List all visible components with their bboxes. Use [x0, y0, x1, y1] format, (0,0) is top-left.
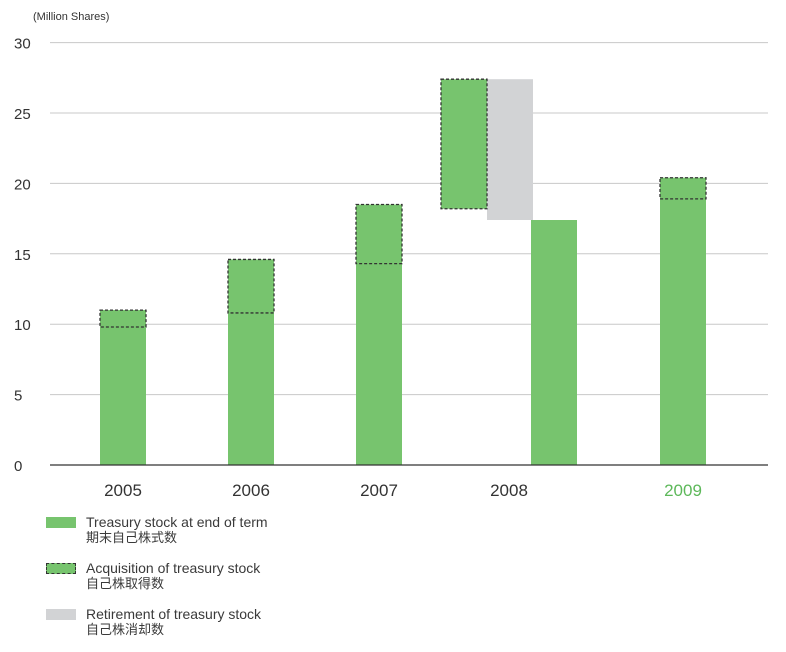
y-tick-label-15: 15: [14, 247, 31, 264]
bars: [99, 78, 707, 465]
bar-acquisition-2007: [355, 203, 403, 265]
x-tick-label-2006: 2006: [232, 481, 270, 500]
legend-swatch-retirement: [46, 609, 76, 620]
bar-retirement-2008: [487, 79, 533, 221]
y-tick-label-30: 30: [14, 36, 31, 53]
bar-acquisition-2005: [99, 309, 147, 328]
bar-end-of-term-2008: [531, 220, 577, 465]
bar-acquisition-2008: [440, 78, 488, 210]
y-tick-label-20: 20: [14, 176, 31, 193]
x-tick-label-2005: 2005: [104, 481, 142, 500]
legend-swatch-end-of-term: [46, 517, 76, 528]
legend-label-acquisition: Acquisition of treasury stock: [86, 560, 261, 576]
gridlines: [50, 42, 768, 396]
y-tick-label-0: 0: [14, 458, 22, 475]
y-axis-tick-labels: 0 5 10 15 20 25 30: [14, 36, 31, 475]
bar-acquisition-2009: [659, 177, 707, 200]
legend-label-retirement: Retirement of treasury stock: [86, 606, 262, 622]
bar-end-of-term-2005: [100, 310, 146, 465]
bar-end-of-term-2009: [660, 177, 706, 465]
x-tick-label-2009: 2009: [664, 481, 702, 500]
legend-label-retirement-jp: 自己株消却数: [86, 622, 165, 637]
y-tick-label-5: 5: [14, 388, 22, 405]
y-tick-label-25: 25: [14, 106, 31, 123]
legend-label-acquisition-jp: 自己株取得数: [86, 576, 165, 591]
x-tick-label-2007: 2007: [360, 481, 398, 500]
x-axis-tick-labels: 2005 2006 2007 2008 2009: [104, 481, 702, 500]
legend-label-end-of-term-jp: 期末自己株式数: [86, 530, 178, 545]
x-tick-label-2008: 2008: [490, 481, 528, 500]
legend-swatch-acquisition: [46, 563, 76, 574]
y-tick-label-10: 10: [14, 317, 31, 334]
legend-label-end-of-term: Treasury stock at end of term: [86, 514, 268, 530]
bar-acquisition-2006: [227, 258, 275, 314]
unit-label: (Million Shares): [33, 11, 109, 23]
